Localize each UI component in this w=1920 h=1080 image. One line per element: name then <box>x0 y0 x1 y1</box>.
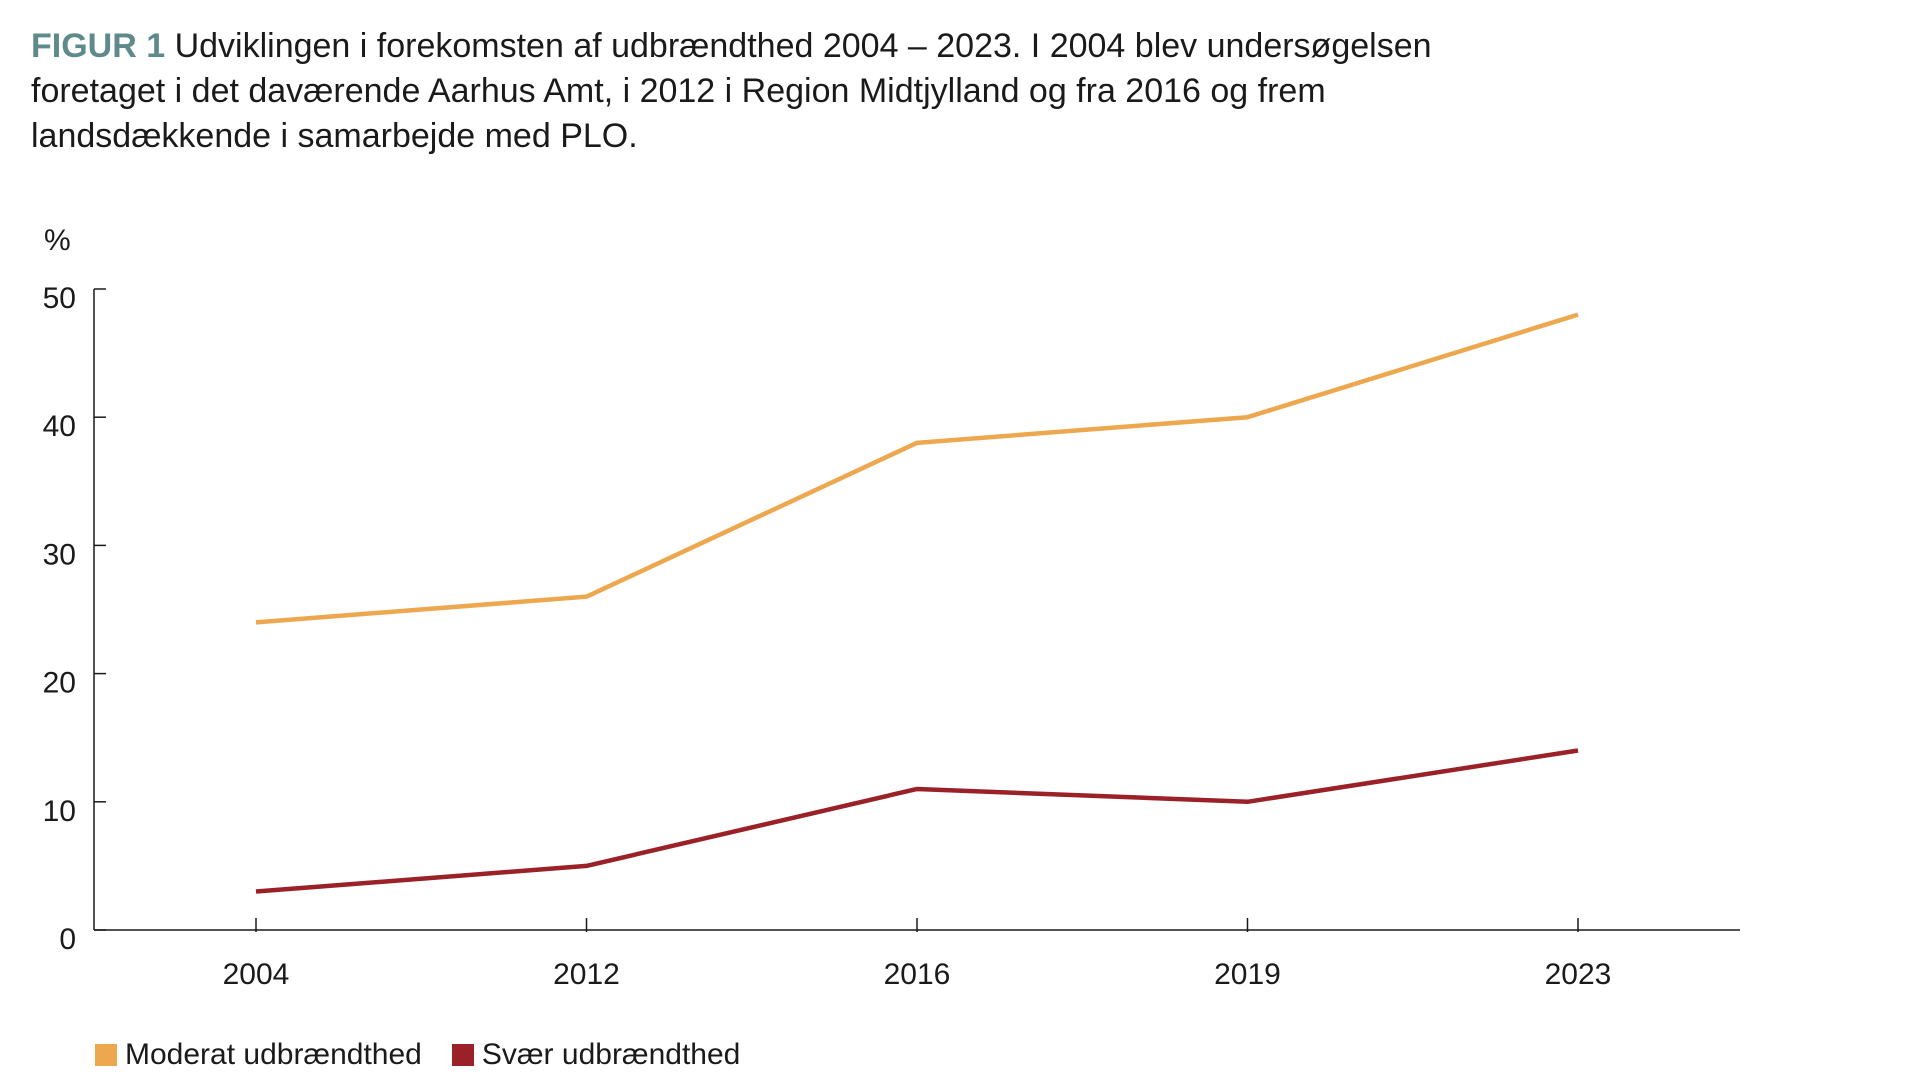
x-tick-label: 2012 <box>553 958 620 991</box>
y-tick-label: 30 <box>43 538 76 571</box>
chart-legend: Moderat udbrændthed Svær udbrændthed <box>95 1038 770 1072</box>
legend-item: Moderat udbrændthed <box>95 1038 422 1072</box>
chart-series <box>255 312 1579 894</box>
legend-item: Svær udbrændthed <box>451 1038 741 1072</box>
x-tick-label: 2019 <box>1214 958 1281 991</box>
y-tick-label: 40 <box>43 410 76 443</box>
figure-label: FIGUR 1 <box>31 27 166 65</box>
x-tick-label: 2004 <box>223 958 290 991</box>
series-line-moderat-udbr-ndthed <box>255 312 1579 625</box>
y-tick-label: 10 <box>43 795 76 828</box>
x-tick-label: 2023 <box>1545 958 1612 991</box>
legend-swatch <box>451 1044 474 1066</box>
y-tick-label: 50 <box>43 282 76 315</box>
x-tick-label: 2016 <box>884 958 951 991</box>
figure-caption: FIGUR 1 Udviklingen i forekomsten af udb… <box>31 24 1451 159</box>
y-tick-label: 0 <box>59 923 76 956</box>
y-axis-unit-label: % <box>44 224 71 257</box>
legend-swatch <box>95 1044 117 1066</box>
chart-axes: 0 10 20 30 40 50 2004 2012 2016 2019 2023 <box>43 282 1740 991</box>
legend-label: Svær udbrændthed <box>481 1038 741 1071</box>
y-tick-label: 20 <box>43 667 76 700</box>
legend-label: Moderat udbrændthed <box>125 1038 422 1071</box>
series-line-sv-r-udbr-ndthed <box>255 748 1579 894</box>
figure-caption-text: Udviklingen i forekomsten af udbrændthed… <box>31 27 1432 155</box>
line-chart: % 0 10 20 30 40 50 2004 2012 2016 2019 2023 <box>43 224 1740 991</box>
